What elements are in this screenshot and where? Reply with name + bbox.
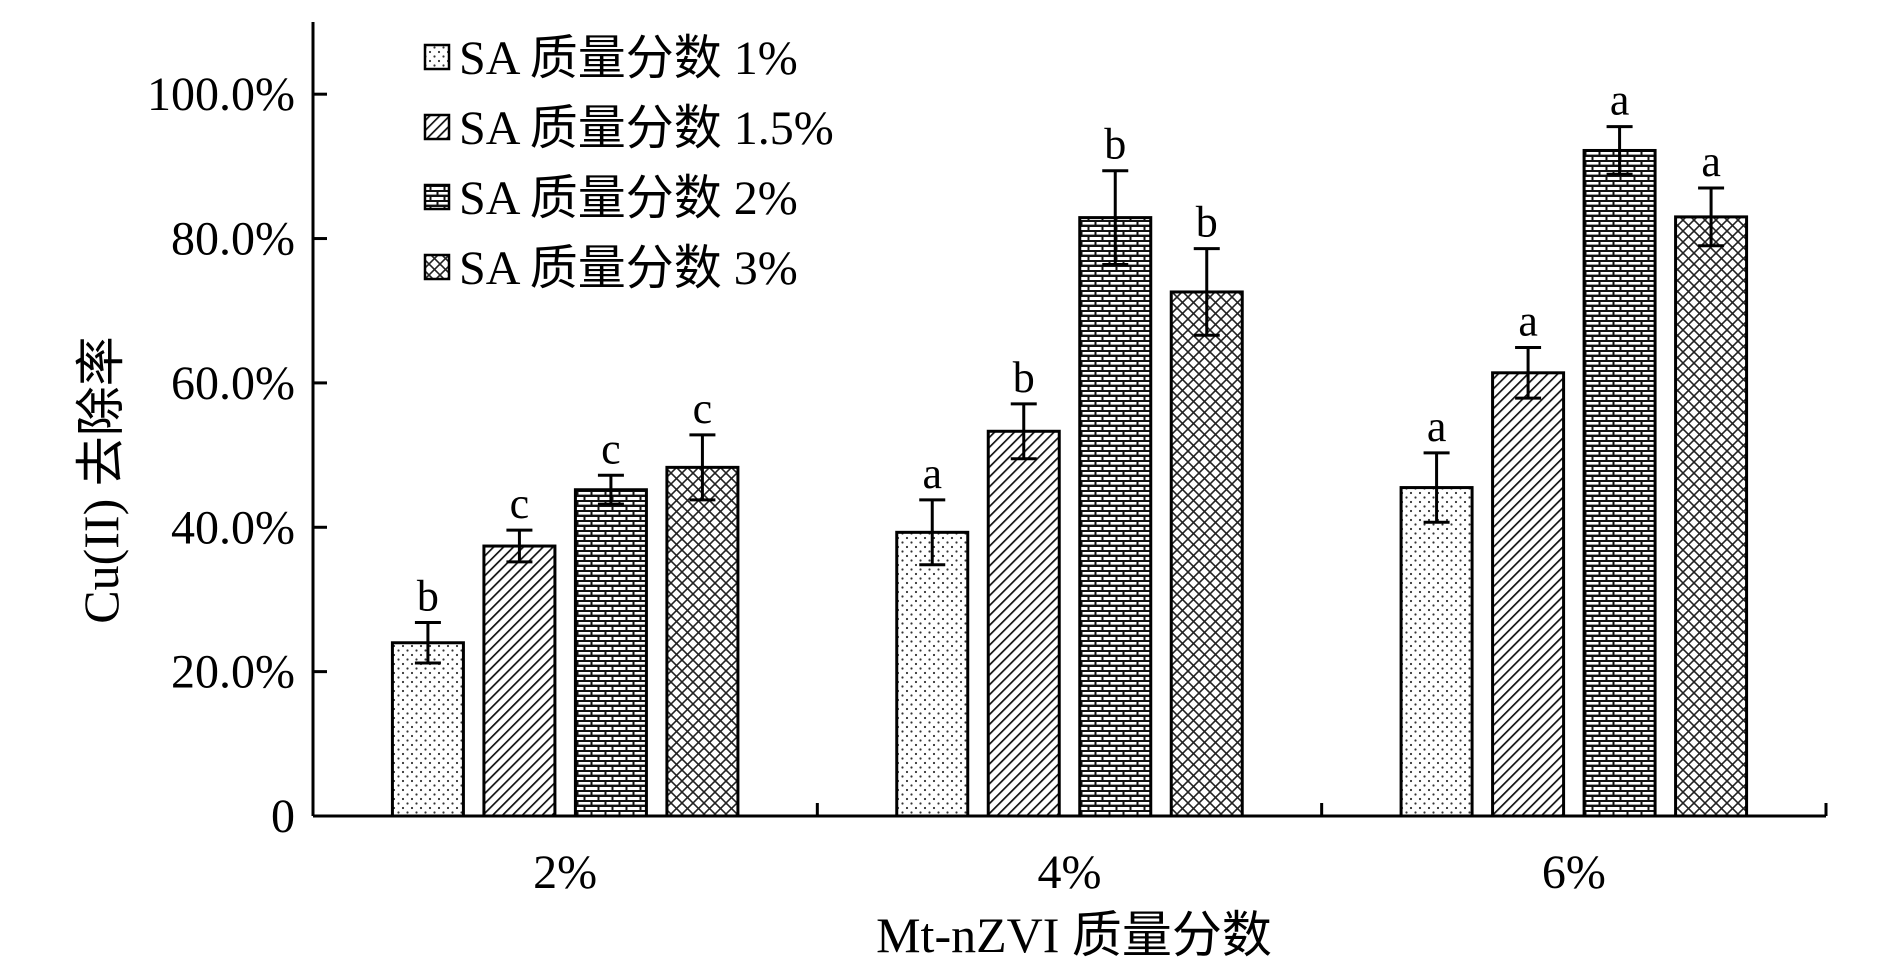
bar [895,530,970,818]
x-tick-label: 4% [1038,846,1102,899]
y-axis-label: Cu(II) 去除率 [73,336,129,623]
legend-label: SA 质量分数 3% [459,242,798,295]
significance-label: a [1701,137,1721,186]
x-axis-label: Mt-nZVI 质量分数 [876,907,1272,963]
legend-label: SA 质量分数 1.5% [459,102,834,155]
significance-label: b [1104,120,1126,169]
significance-label: b [417,572,439,621]
significance-label: a [922,449,942,498]
bar [573,488,648,818]
significance-label: a [1610,76,1630,125]
y-tick-label: 40.0% [171,501,295,554]
bars-layer: b c c c a b b b a a a a [390,76,1749,818]
bar [986,429,1061,818]
bar [1399,486,1474,818]
y-tick-label: 100.0% [147,68,295,121]
y-tick-label: 0 [271,790,295,843]
legend: SA 质量分数 1% SA 质量分数 1.5% SA 质量分数 2% SA 质量分数 … [423,32,834,295]
legend-label: SA 质量分数 1% [459,32,798,85]
bar [1582,148,1657,818]
significance-label: a [1427,402,1447,451]
legend-swatch [423,43,451,71]
y-tick-label: 20.0% [171,646,295,699]
significance-label: a [1518,297,1538,346]
significance-label: c [601,424,621,473]
legend-swatch [423,113,451,141]
significance-label: c [510,479,530,528]
legend-swatch [423,253,451,281]
bar [390,641,465,818]
significance-label: b [1196,198,1218,247]
x-tick-label: 6% [1542,846,1606,899]
bar [482,544,557,818]
legend-label: SA 质量分数 2% [459,172,798,225]
significance-label: b [1013,353,1035,402]
bar [1169,290,1244,818]
y-tick-label: 60.0% [171,357,295,410]
bar [665,465,740,818]
y-tick-label: 80.0% [171,213,295,266]
axes-layer: 0 20.0% 40.0% 60.0% 80.0% 100.0% 2% 4% 6% [147,22,1828,899]
x-tick-label: 2% [533,846,597,899]
bar [1674,215,1749,818]
legend-swatch [423,183,451,211]
bar [1078,216,1153,818]
bar [1491,371,1566,818]
significance-label: c [693,384,713,433]
